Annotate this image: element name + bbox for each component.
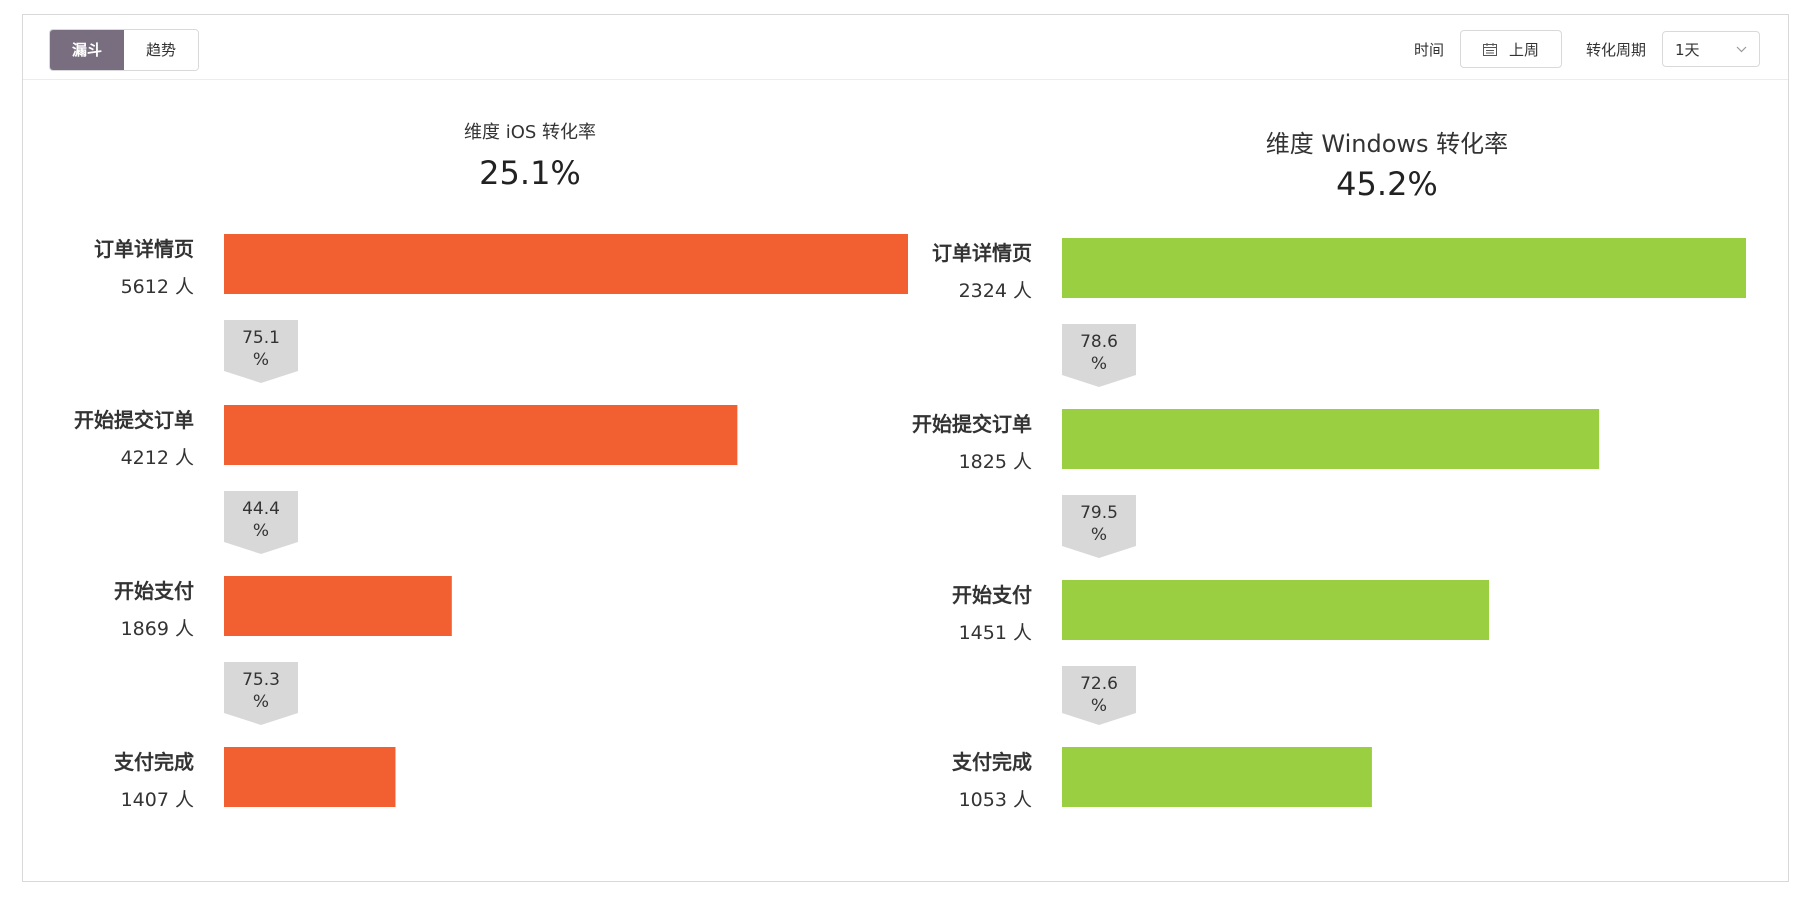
windows-step-label-4: 支付完成: [952, 750, 1032, 774]
windows-conversion-rate-3: 72.6: [1080, 674, 1118, 694]
calendar-icon: [1482, 42, 1497, 56]
period-label: 转化周期: [1585, 40, 1646, 59]
windows-header: 维度 Windows 转化率 45.2%: [1137, 124, 1637, 203]
windows-conversion-percent-2: %: [1091, 525, 1107, 545]
chevron-down-icon: [1736, 46, 1747, 52]
windows-step-label-1: 订单详情页: [932, 241, 1032, 265]
date-range-picker[interactable]: 上周: [1459, 30, 1562, 68]
windows-overall-rate: 45.2%: [1336, 165, 1438, 203]
ios-overall-rate: 25.1%: [479, 154, 581, 192]
windows-step-count-3: 1451 人: [959, 622, 1032, 644]
windows-bar-2: [1062, 409, 1600, 469]
toolbar-filters: 时间 上周 转化周期 1天: [1414, 29, 1760, 69]
ios-conversion-rate-1: 75.1: [242, 328, 280, 348]
ios-bar-3: [224, 576, 452, 636]
ios-conversion-percent-2: %: [253, 521, 269, 541]
windows-step-count-4: 1053 人: [959, 789, 1032, 811]
windows-conversion-arrow-3: [1062, 666, 1136, 725]
ios-step-count-4: 1407 人: [121, 789, 194, 811]
windows-conversion-percent-1: %: [1091, 354, 1107, 374]
ios-conversion-percent-1: %: [253, 350, 269, 370]
windows-bar-4: [1062, 747, 1372, 807]
ios-step-count-1: 5612 人: [121, 276, 194, 298]
ios-step-label-2: 开始提交订单: [74, 408, 194, 432]
ios-conversion-percent-3: %: [253, 692, 269, 712]
view-switch: 漏斗 趋势: [49, 29, 200, 71]
windows-step-label-2: 开始提交订单: [912, 412, 1032, 436]
windows-bar-3: [1062, 580, 1490, 640]
period-select[interactable]: 1天: [1662, 31, 1760, 67]
ios-step-count-3: 1869 人: [121, 618, 194, 640]
ios-conversion-rate-3: 75.3: [242, 670, 280, 690]
date-range-value: 上周: [1508, 40, 1539, 59]
windows-step-count-1: 2324 人: [959, 280, 1032, 302]
ios-bar-1: [224, 234, 908, 294]
ios-conversion-rate-2: 44.4: [242, 499, 280, 519]
ios-conversion-arrow-1: [224, 320, 298, 383]
windows-conversion-arrow-1: [1062, 324, 1136, 387]
windows-subtitle: 维度 Windows 转化率: [1265, 130, 1509, 158]
windows-conversion-percent-3: %: [1091, 696, 1107, 716]
ios-conversion-arrow-2: [224, 491, 298, 554]
ios-conversion-arrow-3: [224, 662, 298, 725]
ios-step-label-3: 开始支付: [114, 579, 194, 603]
toolbar: 漏斗 趋势 时间 上周 转化周期 1天: [23, 15, 1788, 80]
tab-trend[interactable]: 趋势: [124, 30, 199, 70]
tab-funnel[interactable]: 漏斗: [50, 30, 125, 70]
windows-step-label-3: 开始支付: [952, 583, 1032, 607]
ios-step-label-1: 订单详情页: [94, 237, 194, 261]
windows-conversion-arrow-2: [1062, 495, 1136, 558]
windows-bar-1: [1062, 238, 1746, 298]
ios-bar-2: [224, 405, 738, 465]
windows-conversion-rate-2: 79.5: [1080, 503, 1118, 523]
ios-step-count-2: 4212 人: [121, 447, 194, 469]
windows-step-count-2: 1825 人: [959, 451, 1032, 473]
ios-bar-4: [224, 747, 396, 807]
ios-subtitle: 维度 iOS 转化率: [463, 122, 597, 143]
windows-conversion-rate-1: 78.6: [1080, 332, 1118, 352]
period-value: 1天: [1675, 40, 1700, 59]
ios-header: 维度 iOS 转化率 25.1%: [330, 118, 730, 192]
ios-step-label-4: 支付完成: [114, 750, 194, 774]
time-label: 时间: [1413, 40, 1444, 59]
